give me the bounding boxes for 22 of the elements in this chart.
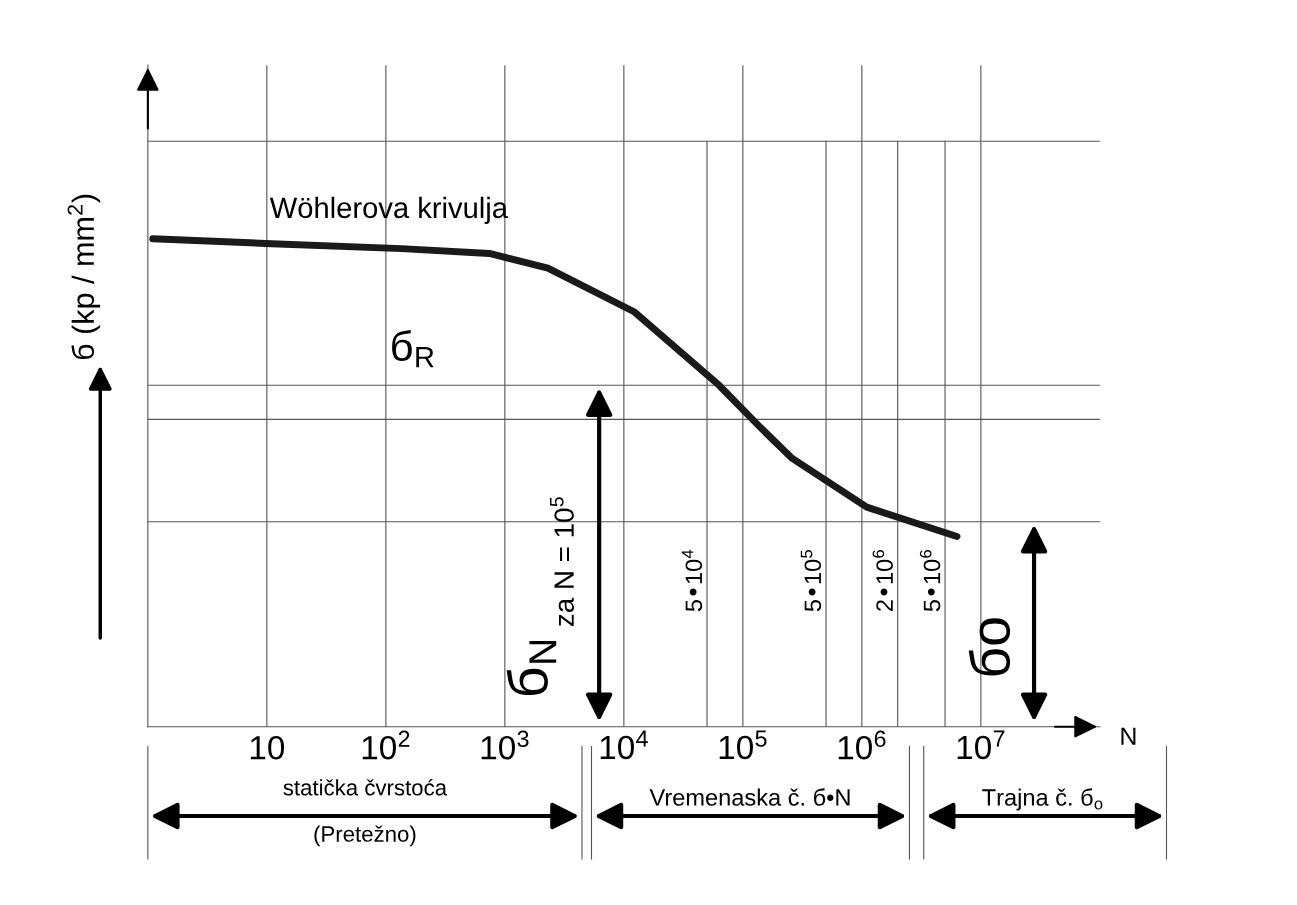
annotation: б$_{R}$: [392, 330, 434, 368]
annotation: za N = 10$^{5}$: [550, 497, 574, 627]
x-tick-label: 10$^{2}$: [362, 730, 410, 760]
ref-line-label: 5•10$^{5}$: [800, 550, 822, 612]
annotation: бo: [968, 618, 1011, 676]
x-tick-label: 10$^{3}$: [481, 730, 529, 760]
x-axis-title: N: [1121, 727, 1136, 745]
x-tick-label: 10$^{4}$: [600, 730, 648, 760]
text: Vremenaska č. б•N: [649, 788, 850, 806]
text: statička čvrstoća: [283, 778, 448, 796]
ref-line-label: 2•10$^{6}$: [872, 550, 893, 611]
ref-line-label: 5•10$^{6}$: [919, 550, 941, 612]
x-tick-label: 10: [250, 735, 285, 760]
text: Wöhlerova krivulja: [269, 196, 508, 224]
ref-line-label: 5•10$^{4}$: [681, 549, 703, 612]
annotation: б$_{N}$: [506, 641, 557, 696]
text: (Pretežno): [314, 825, 416, 847]
x-tick-label: 10$^{5}$: [719, 730, 767, 760]
x-tick-label: 10$^{6}$: [838, 730, 886, 760]
y-axis-title: б (kp / mm$^{2}$): [67, 194, 101, 360]
x-tick-label: 10$^{7}$: [957, 730, 1005, 760]
text: Trajna č. б$_{o}$: [982, 788, 1103, 811]
